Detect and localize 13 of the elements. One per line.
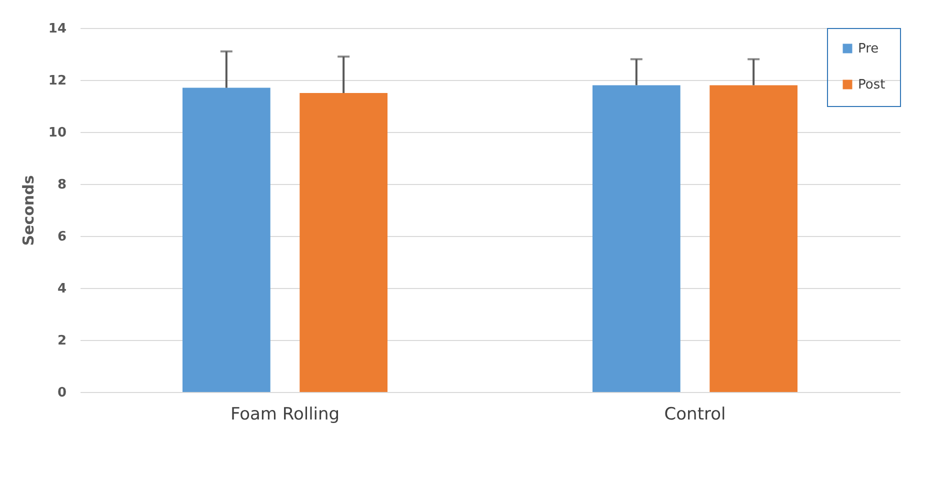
y-axis-title: Seconds bbox=[19, 175, 38, 246]
y-tick-label: 14 bbox=[48, 22, 66, 36]
x-tick-label: Foam Rolling bbox=[230, 404, 340, 424]
x-tick-label: Control bbox=[664, 404, 726, 424]
y-tick-label: 4 bbox=[57, 282, 66, 296]
y-tick-label: 10 bbox=[48, 126, 66, 140]
y-tick-label: 6 bbox=[57, 230, 66, 244]
legend-label: Post bbox=[858, 78, 886, 92]
y-tick-label: 2 bbox=[57, 334, 66, 348]
y-tick-label: 0 bbox=[57, 386, 66, 400]
y-tick-label: 8 bbox=[57, 178, 66, 192]
y-tick-label: 12 bbox=[48, 74, 66, 88]
legend-label: Pre bbox=[858, 42, 879, 56]
